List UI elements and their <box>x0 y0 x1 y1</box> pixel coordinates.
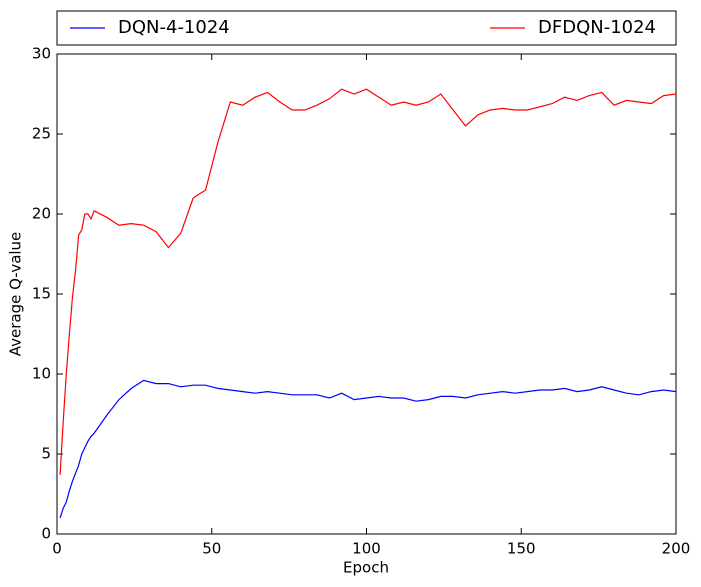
y-tick-label: 30 <box>32 45 51 63</box>
x-tick-label: 200 <box>662 540 691 558</box>
x-tick-label: 100 <box>352 540 381 558</box>
y-tick-label: 10 <box>32 365 51 383</box>
x-tick-label: 50 <box>202 540 221 558</box>
series-line <box>59 88 677 475</box>
y-axis-label: Average Q-value <box>7 232 25 357</box>
legend-label: DQN-4-1024 <box>118 17 230 38</box>
legend-label: DFDQN-1024 <box>538 17 656 38</box>
legend-box <box>56 10 677 46</box>
y-tick-label: 15 <box>32 285 51 303</box>
x-tick-label: 0 <box>52 540 62 558</box>
x-tick-label: 150 <box>507 540 536 558</box>
y-tick-label: 5 <box>41 445 51 463</box>
y-tick-label: 25 <box>32 125 51 143</box>
series-line <box>59 379 677 519</box>
y-tick-label: 20 <box>32 205 51 223</box>
y-tick-label: 0 <box>41 525 51 543</box>
x-axis-label: Epoch <box>343 559 389 577</box>
